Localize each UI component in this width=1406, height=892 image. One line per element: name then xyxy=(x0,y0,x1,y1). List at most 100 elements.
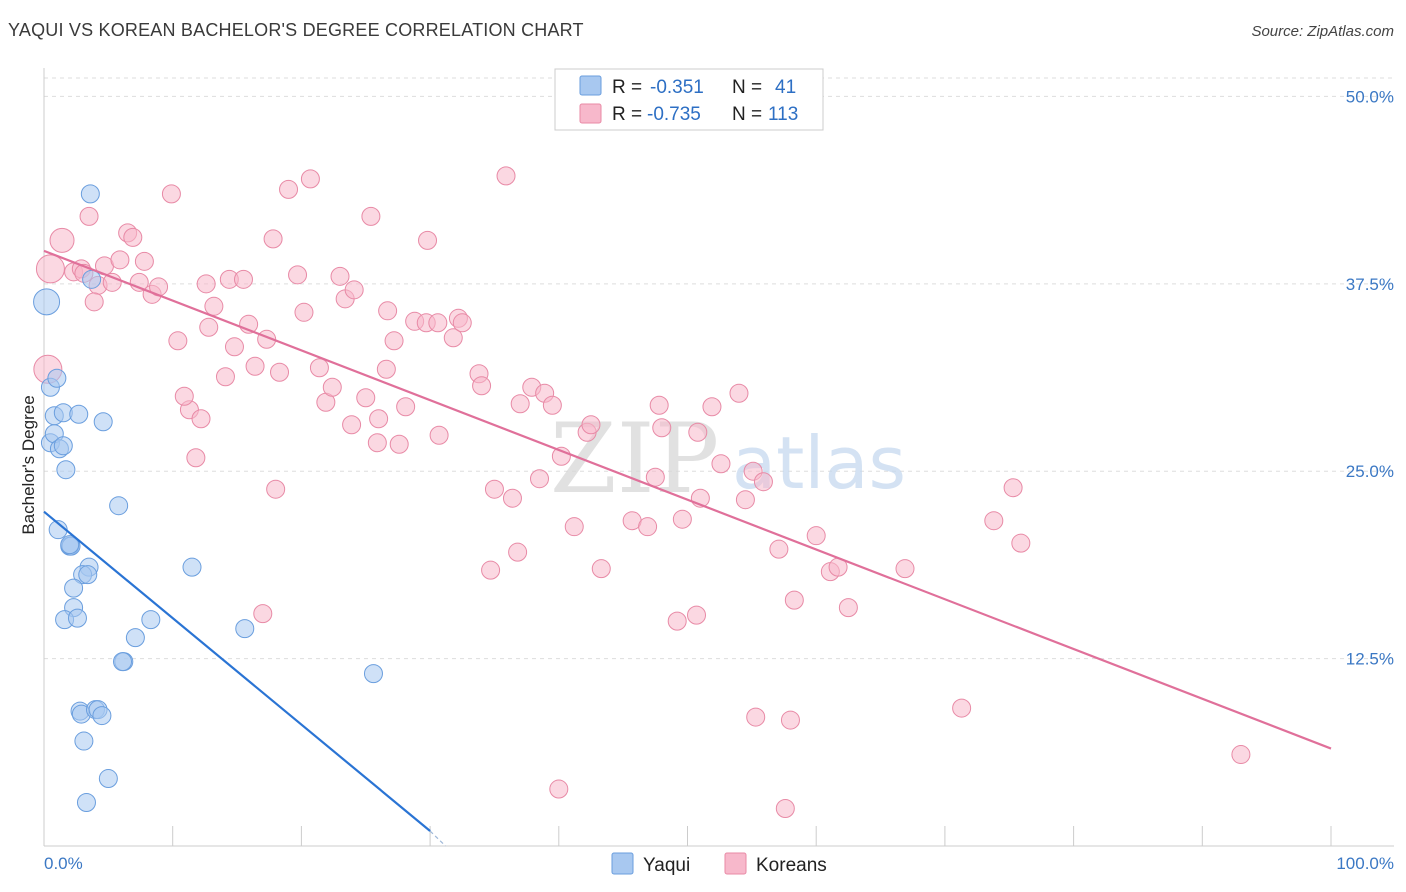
koreans-point xyxy=(581,415,601,435)
koreans-point xyxy=(35,254,65,284)
koreans-point xyxy=(688,422,708,442)
chart-title: YAQUI VS KOREAN BACHELOR'S DEGREE CORREL… xyxy=(8,20,584,40)
trend-lines xyxy=(43,249,1332,847)
legend-r-value-koreans: -0.735 xyxy=(647,104,701,125)
koreans-point xyxy=(549,779,569,799)
koreans-point xyxy=(376,359,396,379)
yaqui-point xyxy=(125,628,145,648)
yaqui-point xyxy=(74,731,94,751)
yaqui-point xyxy=(67,608,87,628)
yaqui-point xyxy=(93,412,113,432)
koreans-point xyxy=(496,166,516,186)
koreans-point xyxy=(564,517,584,537)
yaqui-point xyxy=(141,610,161,630)
legend-n-label-yaqui: N = xyxy=(732,77,762,98)
yaqui-point xyxy=(60,535,80,555)
koreans-point xyxy=(102,272,122,292)
legend-swatch-yaqui xyxy=(579,75,602,96)
series-legend-swatch-yaqui xyxy=(611,852,634,875)
watermark: ZIP atlas xyxy=(550,403,906,515)
koreans-point xyxy=(1003,478,1023,498)
koreans-point xyxy=(652,418,672,438)
legend-r-value-yaqui: -0.351 xyxy=(650,77,704,98)
legend-n-label-koreans: N = xyxy=(732,104,762,125)
koreans-point xyxy=(161,184,181,204)
watermark-zip: ZIP xyxy=(550,403,719,515)
koreans-point xyxy=(224,337,244,357)
koreans-point xyxy=(361,206,381,226)
koreans-point xyxy=(389,434,409,454)
legend-n-value-koreans: 113 xyxy=(768,104,798,125)
points xyxy=(33,166,1251,819)
koreans-point xyxy=(134,251,154,271)
koreans-point xyxy=(344,280,364,300)
legend-swatch-koreans xyxy=(579,103,602,124)
koreans-point xyxy=(84,292,104,312)
yaqui-point xyxy=(33,288,61,316)
koreans-point xyxy=(342,415,362,435)
koreans-point xyxy=(204,296,224,316)
yaqui-point xyxy=(98,769,118,789)
yaqui-point xyxy=(109,496,129,516)
koreans-point xyxy=(300,169,320,189)
koreans-point xyxy=(367,433,387,453)
koreans-point xyxy=(123,227,143,247)
koreans-point xyxy=(174,386,194,406)
koreans-point xyxy=(279,179,299,199)
yaqui-point xyxy=(76,793,96,813)
koreans-point xyxy=(196,274,216,294)
yaqui-point xyxy=(363,664,383,684)
koreans-point xyxy=(288,265,308,285)
series-legend-label-koreans: Koreans xyxy=(756,855,827,876)
koreans-point xyxy=(49,227,75,253)
koreans-point xyxy=(418,230,438,250)
koreans-point xyxy=(1231,745,1251,765)
yaqui-point xyxy=(82,269,102,289)
koreans-point xyxy=(378,301,398,321)
koreans-point xyxy=(746,707,766,727)
trend-line-yaqui xyxy=(43,510,431,832)
koreans-point xyxy=(775,799,795,819)
koreans-point xyxy=(780,710,800,730)
yaqui-point xyxy=(235,619,255,639)
koreans-point xyxy=(529,469,549,489)
yaqui-point xyxy=(78,565,98,585)
source-label: Source: ZipAtlas.com xyxy=(1251,23,1394,40)
legend-r-label-koreans: R = xyxy=(612,104,642,125)
koreans-point xyxy=(186,448,206,468)
koreans-point xyxy=(452,313,472,333)
koreans-point xyxy=(1011,533,1031,553)
koreans-point xyxy=(645,467,665,487)
koreans-point xyxy=(168,331,188,351)
koreans-point xyxy=(245,356,265,376)
koreans-point xyxy=(984,511,1004,531)
koreans-point xyxy=(384,331,404,351)
y-tick-label: 25.0% xyxy=(1346,462,1394,481)
watermark-atlas: atlas xyxy=(732,421,906,505)
koreans-point xyxy=(649,395,669,415)
koreans-point xyxy=(729,383,749,403)
koreans-point xyxy=(330,266,350,286)
yaqui-point xyxy=(113,652,133,672)
koreans-point xyxy=(263,229,283,249)
koreans-point xyxy=(79,206,99,226)
koreans-point xyxy=(294,302,314,322)
koreans-point xyxy=(687,605,707,625)
koreans-point xyxy=(233,269,253,289)
series-legend: Yaqui Koreans xyxy=(611,852,827,876)
koreans-point xyxy=(838,598,858,618)
koreans-point xyxy=(270,362,290,382)
koreans-point xyxy=(502,488,522,508)
yaqui-point xyxy=(69,404,89,424)
koreans-point xyxy=(322,377,342,397)
yaqui-point xyxy=(182,557,202,577)
series-legend-swatch-koreans xyxy=(724,852,747,875)
koreans-point xyxy=(253,604,273,624)
koreans-point xyxy=(667,611,687,631)
koreans-point xyxy=(199,317,219,337)
koreans-point xyxy=(191,409,211,429)
legend-r-label-yaqui: R = xyxy=(612,77,642,98)
yaqui-point xyxy=(53,436,73,456)
koreans-point xyxy=(369,409,389,429)
